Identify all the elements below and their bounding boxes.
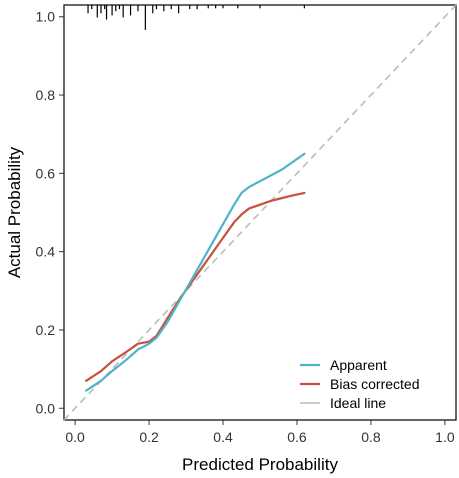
- legend-label-bias-corrected: Bias corrected: [330, 376, 419, 392]
- y-axis-title: Actual Probability: [5, 146, 24, 278]
- y-tick-label: 0.6: [36, 165, 56, 181]
- y-tick-label: 0.2: [36, 322, 56, 338]
- x-tick-label: 0.4: [213, 429, 233, 445]
- x-tick-label: 0.6: [287, 429, 307, 445]
- x-tick-label: 0.2: [139, 429, 159, 445]
- y-tick-label: 0.0: [36, 400, 56, 416]
- x-axis-title: Predicted Probability: [182, 455, 338, 474]
- rug-marks: [87, 5, 305, 30]
- legend-label-apparent: Apparent: [330, 357, 387, 373]
- x-tick-label: 0.0: [65, 429, 85, 445]
- series-line-ideal-line: [63, 4, 457, 421]
- series-line-bias-corrected: [85, 191, 306, 382]
- legend-label-ideal-line: Ideal line: [330, 395, 386, 411]
- series-line-apparent: [85, 152, 306, 392]
- y-tick-label: 1.0: [36, 9, 56, 25]
- y-tick-label: 0.8: [36, 87, 56, 103]
- axes: 0.0 0.2 0.4 0.6 0.8 1.0 0.0 0.2 0.4 0.6 0.8 1.0: [36, 9, 455, 445]
- y-tick-label: 0.4: [36, 244, 56, 260]
- legend: Apparent Bias corrected Ideal line: [300, 357, 419, 411]
- x-tick-label: 1.0: [435, 429, 455, 445]
- series-lines: [63, 4, 457, 421]
- x-tick-label: 0.8: [361, 429, 381, 445]
